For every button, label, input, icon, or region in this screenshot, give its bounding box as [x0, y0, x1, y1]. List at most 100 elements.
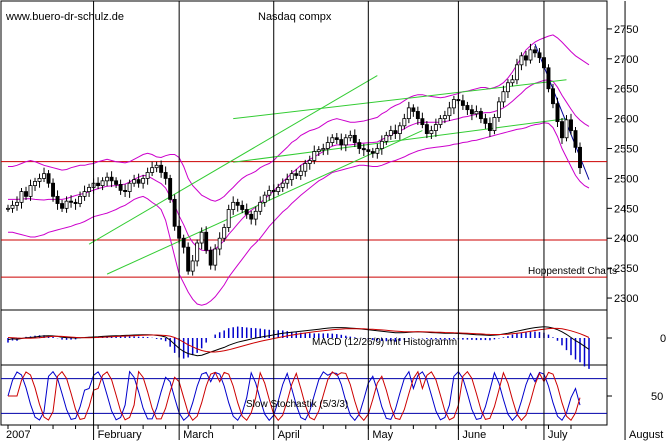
candle-body — [294, 173, 299, 176]
candle-body — [312, 151, 317, 161]
candle-body — [82, 191, 87, 197]
candle-body — [429, 130, 434, 134]
bollinger-mid-line — [8, 79, 590, 252]
candle-body — [285, 179, 290, 184]
candle-body — [321, 148, 326, 151]
candle-body — [411, 107, 416, 112]
candle-body — [132, 179, 137, 184]
candle-body — [258, 201, 263, 212]
candle-body — [451, 99, 456, 109]
candle-body — [487, 123, 492, 131]
candle-body — [433, 124, 438, 131]
candle-body — [357, 142, 362, 149]
source-label: Hoppenstedt Charts — [528, 266, 617, 277]
candle-body — [496, 101, 501, 118]
candle-body — [150, 167, 155, 173]
candle-body — [469, 109, 474, 115]
candle-body — [199, 231, 204, 244]
candle-body — [204, 231, 209, 251]
candle-body — [10, 204, 15, 209]
candle-body — [96, 182, 101, 187]
month-label: April — [278, 429, 300, 441]
candle-body — [217, 237, 222, 250]
candle-body — [334, 137, 339, 140]
candle-body — [226, 209, 231, 228]
chart-title: Nasdaq compx — [258, 11, 332, 23]
candle-body — [361, 148, 366, 151]
candle-body — [339, 139, 344, 146]
candle-body — [19, 191, 24, 203]
candle-body — [551, 88, 555, 105]
month-label: February — [98, 429, 143, 441]
candle-body — [145, 172, 150, 179]
candle-body — [15, 201, 19, 206]
candle-body — [384, 134, 389, 142]
candle-body — [222, 227, 227, 239]
candle-body — [478, 111, 483, 120]
candle-body — [492, 117, 497, 131]
candle-body — [78, 195, 83, 204]
candle-body — [298, 170, 303, 176]
macd-tick-label: 0 — [660, 333, 666, 345]
month-label: March — [183, 429, 214, 441]
candle-body — [262, 194, 267, 203]
candle-body — [181, 237, 186, 248]
candle-body — [505, 82, 510, 93]
candle-body — [442, 115, 447, 120]
candle-body — [393, 130, 398, 134]
candle-body — [64, 200, 69, 209]
candle-body — [438, 118, 443, 126]
candle-body — [280, 182, 285, 188]
candle-body — [208, 249, 213, 266]
candle-body — [42, 173, 46, 179]
candle-body — [424, 124, 429, 134]
candle-body — [510, 79, 515, 84]
candle-body — [267, 189, 272, 196]
candle-body — [560, 121, 564, 139]
candle-body — [235, 201, 240, 206]
candle-body — [240, 204, 245, 210]
candle-body — [578, 146, 582, 169]
candle-body — [375, 148, 380, 154]
month-label: 2007 — [6, 429, 30, 441]
chart-frame — [0, 0, 608, 426]
axis-layer: 2300 2350 2400 2450 2500 2550 2600 2650 2700 2750… — [6, 1, 666, 441]
candle-body — [397, 125, 402, 134]
price-tick-label: 2350 — [614, 263, 638, 275]
candle-body — [406, 107, 411, 120]
candle-body — [514, 64, 519, 81]
candle-body — [105, 176, 110, 182]
candle-body — [186, 246, 191, 272]
candle-body — [33, 181, 37, 187]
candle-body — [447, 107, 452, 117]
candle-body — [379, 140, 384, 149]
candle-body — [289, 173, 294, 181]
candle-body — [388, 130, 393, 136]
macd-line — [7, 326, 590, 357]
candle-body — [474, 111, 479, 115]
price-tick-label: 2400 — [614, 233, 638, 245]
candle-body — [537, 52, 542, 59]
candle-body — [6, 207, 10, 210]
candle-body — [352, 134, 357, 143]
price-tick-label: 2500 — [614, 173, 638, 185]
candle-body — [330, 137, 335, 143]
price-tick-label: 2650 — [614, 84, 638, 96]
bollinger-lower-line — [8, 122, 590, 306]
stochastic-panel — [1, 370, 607, 422]
candle-body — [249, 213, 254, 220]
stochastic-title: Slow Stochastik (5/3/3) — [246, 399, 348, 410]
candle-body — [501, 91, 506, 103]
candle-body — [213, 248, 218, 266]
macd-title: MACD (12/26/9) mit Histogramm — [312, 337, 457, 348]
candle-body — [348, 134, 353, 139]
candle-body — [276, 187, 281, 192]
candle-body — [69, 200, 74, 203]
candle-body — [37, 178, 42, 182]
candle-body — [136, 179, 141, 184]
candle-body — [100, 180, 105, 187]
candle-body — [163, 172, 168, 179]
candle-body — [370, 151, 375, 154]
candle-body — [253, 210, 258, 220]
